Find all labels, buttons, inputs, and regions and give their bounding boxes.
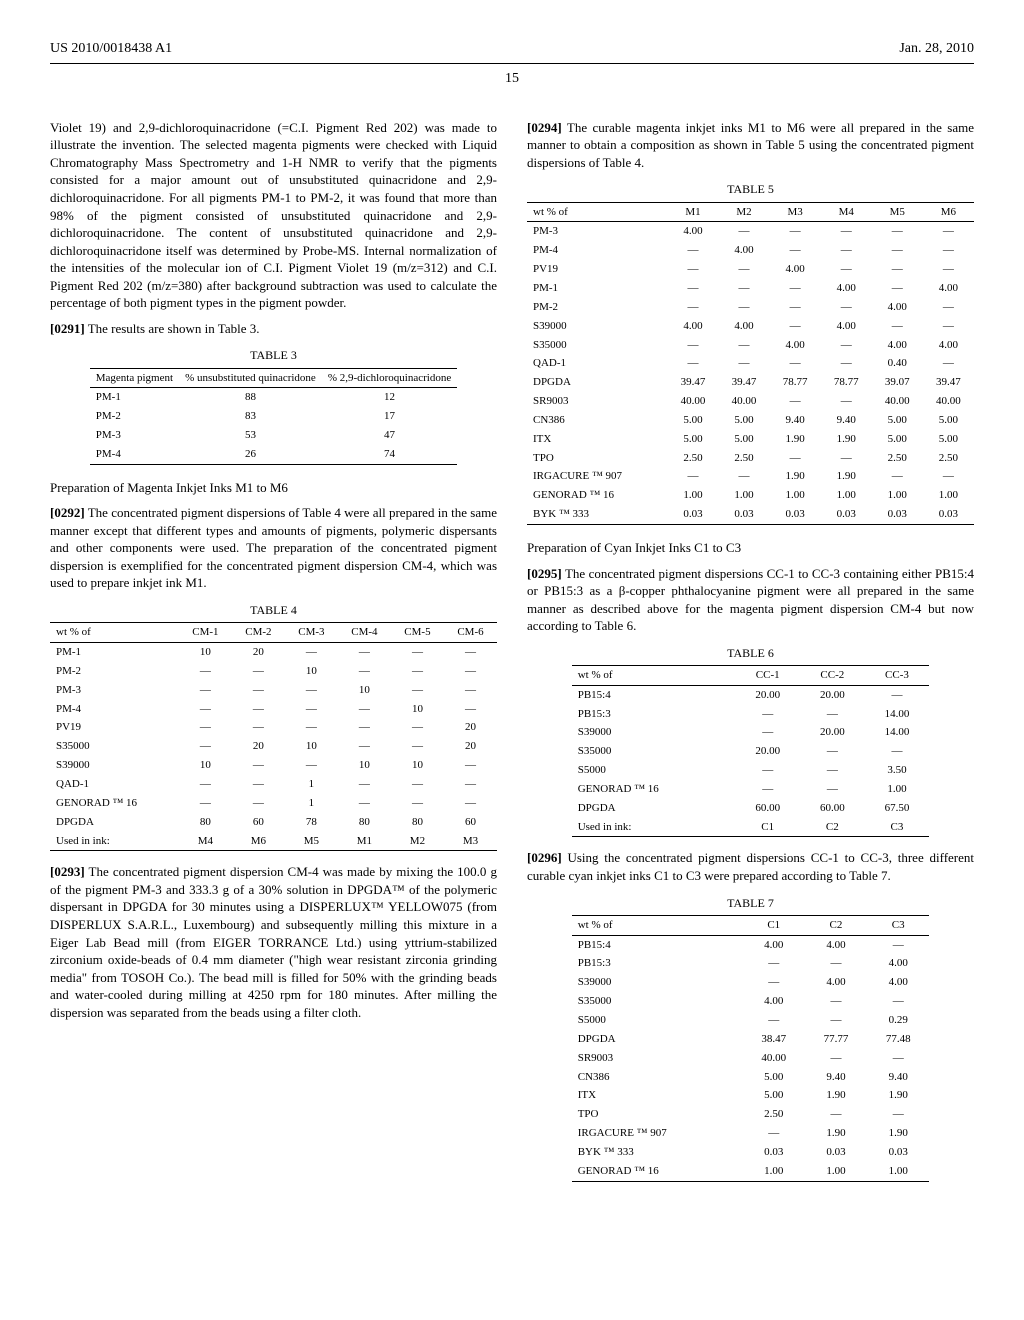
table-caption: TABLE 3	[50, 347, 497, 363]
table-5: wt % ofM1M2M3M4M5M6PM-34.00—————PM-4—4.0…	[527, 202, 974, 525]
right-column: [0294] The curable magenta inkjet inks M…	[527, 119, 974, 1194]
section-title: Preparation of Cyan Inkjet Inks C1 to C3	[527, 539, 974, 557]
para-text: The concentrated pigment dispersions CC-…	[527, 566, 974, 634]
para-number: [0292]	[50, 505, 85, 520]
two-column-layout: Violet 19) and 2,9-dichloroquinacridone …	[50, 119, 974, 1194]
paragraph: [0295] The concentrated pigment dispersi…	[527, 565, 974, 635]
page-header: US 2010/0018438 A1 Jan. 28, 2010	[50, 40, 974, 64]
paragraph: [0291] The results are shown in Table 3.	[50, 320, 497, 338]
table-3: Magenta pigment% unsubstituted quinacrid…	[90, 368, 457, 465]
para-number: [0296]	[527, 850, 562, 865]
left-column: Violet 19) and 2,9-dichloroquinacridone …	[50, 119, 497, 1194]
table-caption: TABLE 7	[527, 895, 974, 911]
table-caption: TABLE 4	[50, 602, 497, 618]
para-number: [0295]	[527, 566, 562, 581]
doc-number: US 2010/0018438 A1	[50, 40, 172, 59]
para-number: [0293]	[50, 864, 85, 879]
paragraph: [0293] The concentrated pigment dispersi…	[50, 863, 497, 1021]
table-4: wt % ofCM-1CM-2CM-3CM-4CM-5CM-6PM-11020—…	[50, 622, 497, 851]
para-number: [0291]	[50, 321, 85, 336]
paragraph: [0296] Using the concentrated pigment di…	[527, 849, 974, 884]
table-7: wt % ofC1C2C3PB15:44.004.00—PB15:3——4.00…	[572, 915, 930, 1182]
para-text: The curable magenta inkjet inks M1 to M6…	[527, 120, 974, 170]
para-text: Using the concentrated pigment dispersio…	[527, 850, 974, 883]
paragraph: Violet 19) and 2,9-dichloroquinacridone …	[50, 119, 497, 312]
paragraph: [0292] The concentrated pigment dispersi…	[50, 504, 497, 592]
table-caption: TABLE 5	[527, 181, 974, 197]
para-text: The results are shown in Table 3.	[88, 321, 260, 336]
table-caption: TABLE 6	[527, 645, 974, 661]
section-title: Preparation of Magenta Inkjet Inks M1 to…	[50, 479, 497, 497]
para-number: [0294]	[527, 120, 562, 135]
table-6: wt % ofCC-1CC-2CC-3PB15:420.0020.00—PB15…	[572, 665, 930, 838]
page-number: 15	[50, 70, 974, 89]
paragraph: [0294] The curable magenta inkjet inks M…	[527, 119, 974, 172]
doc-date: Jan. 28, 2010	[899, 40, 974, 59]
para-text: The concentrated pigment dispersion CM-4…	[50, 864, 497, 1019]
para-text: The concentrated pigment dispersions of …	[50, 505, 497, 590]
